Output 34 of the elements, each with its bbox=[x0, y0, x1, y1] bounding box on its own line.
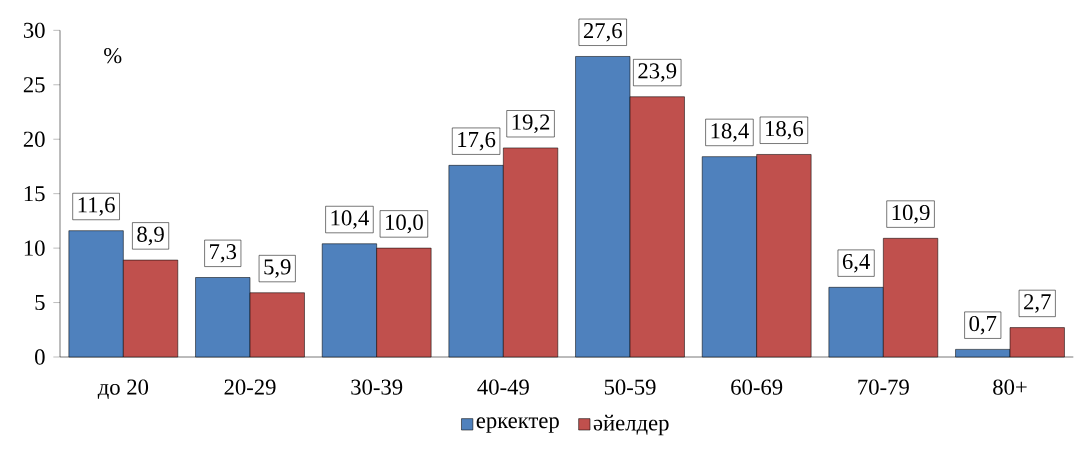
data-label: 10,9 bbox=[892, 204, 930, 224]
x-tick-label: 60-69 bbox=[731, 379, 783, 395]
y-tick-label: 5 bbox=[35, 295, 45, 311]
data-label: 11,6 bbox=[78, 197, 115, 216]
data-label: 10,4 bbox=[331, 210, 369, 229]
y-tick-label: 0 bbox=[35, 349, 45, 365]
x-tick-label: 40-49 bbox=[477, 379, 529, 395]
data-label: 10,0 bbox=[386, 214, 423, 234]
x-tick-label: 50-59 bbox=[604, 379, 656, 395]
y-tick-label: 30 bbox=[23, 22, 45, 38]
data-label: 19,2 bbox=[512, 114, 550, 134]
y-tick-label: 25 bbox=[23, 77, 45, 93]
data-label: 27,6 bbox=[583, 23, 622, 42]
data-label: 2,7 bbox=[1024, 294, 1051, 313]
legend-label: еркектер bbox=[476, 417, 559, 433]
data-label: 7,3 bbox=[210, 244, 237, 263]
data-label: 18,6 bbox=[766, 120, 804, 140]
x-tick-label: 20-29 bbox=[224, 379, 276, 395]
data-label: 6,4 bbox=[842, 253, 870, 273]
x-tick-label: 30-39 bbox=[351, 379, 403, 395]
data-label: 5,9 bbox=[264, 259, 291, 278]
y-axis-title: % bbox=[104, 47, 122, 64]
x-tick-label: до 20 bbox=[97, 379, 149, 399]
y-tick-label: 15 bbox=[24, 186, 45, 202]
data-label: 0,7 bbox=[969, 315, 997, 335]
x-tick-label: 70-79 bbox=[858, 379, 909, 395]
legend-label: әйелдер bbox=[593, 414, 669, 436]
data-label: 23,9 bbox=[638, 63, 677, 82]
x-tick-label: 80+ bbox=[993, 379, 1027, 395]
data-label: 8,9 bbox=[137, 226, 164, 246]
y-tick-label: 20 bbox=[23, 131, 45, 147]
y-tick-label: 10 bbox=[24, 240, 45, 256]
data-label: 17,6 bbox=[458, 131, 496, 151]
data-label: 18,4 bbox=[711, 123, 749, 142]
